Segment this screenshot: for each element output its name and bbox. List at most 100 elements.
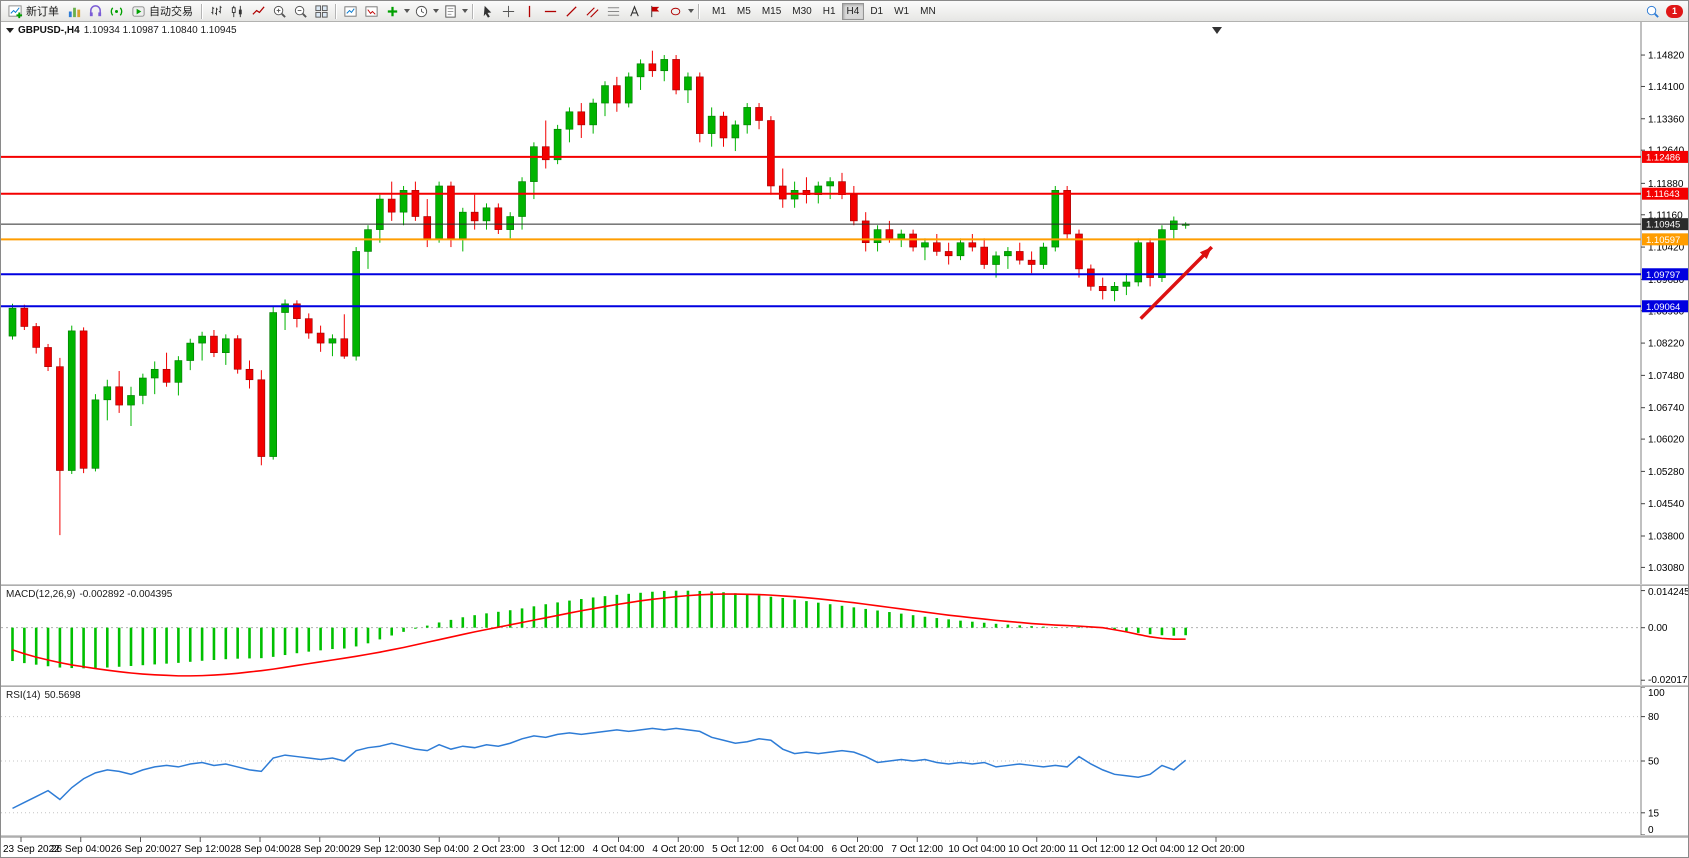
- timeframe-toolbar: M1 M5 M15 M30 H1 H4 D1 W1 MN: [707, 2, 941, 20]
- toolbar: 新订单 自动交易: [1, 1, 1688, 22]
- time-label: 7 Oct 12:00: [891, 844, 943, 855]
- templates-caret-icon[interactable]: [462, 9, 468, 13]
- candle-body: [186, 342, 195, 361]
- candle-body: [198, 335, 206, 344]
- candle-body: [1004, 251, 1012, 257]
- templates-button[interactable]: [440, 2, 460, 20]
- macd-resize-handle[interactable]: [1, 584, 1688, 586]
- bar-chart-mode-button[interactable]: [206, 2, 226, 20]
- candle-body: [494, 207, 503, 230]
- time-label: 26 Sep 20:00: [111, 844, 171, 855]
- market-watch-button[interactable]: [85, 2, 105, 20]
- charts-button[interactable]: [64, 2, 84, 20]
- shapes-caret-icon[interactable]: [688, 9, 694, 13]
- trend-arrow[interactable]: [1139, 245, 1214, 320]
- timeframe-mn[interactable]: MN: [920, 5, 936, 17]
- tile-windows-button[interactable]: [311, 2, 331, 20]
- auto-trading-button[interactable]: 自动交易: [127, 2, 197, 20]
- candle-body: [897, 233, 906, 239]
- toolbar-separator: [201, 3, 202, 19]
- candle-body: [660, 59, 669, 72]
- channel-icon: [585, 6, 599, 18]
- candle-body: [648, 63, 657, 72]
- rsi-scale-label: 0: [1648, 825, 1654, 836]
- vertical-line-tool-button[interactable]: [519, 2, 539, 20]
- time-label: 29 Sep 12:00: [350, 844, 410, 855]
- auto-arrange-button[interactable]: [340, 2, 360, 20]
- channel-tool-button[interactable]: [582, 2, 602, 20]
- label-tool-button[interactable]: [645, 2, 665, 20]
- toolbar-separator: [335, 3, 336, 19]
- timeframe-h1[interactable]: H1: [822, 5, 836, 17]
- new-order-button[interactable]: 新订单: [4, 2, 63, 20]
- search-button[interactable]: [1642, 2, 1662, 20]
- timeframe-m30[interactable]: M30: [792, 5, 812, 17]
- candle-body: [577, 111, 586, 126]
- candle-body: [411, 190, 420, 217]
- add-indicator-icon: [387, 6, 397, 16]
- zoom-out-button[interactable]: [290, 2, 310, 20]
- scale-fix-button[interactable]: [361, 2, 381, 20]
- price-tag: [1642, 268, 1688, 281]
- price-tag-label: 1.11643: [1646, 189, 1680, 200]
- price-tag-label: 1.09064: [1646, 302, 1680, 313]
- scale-label: 1.14820: [1648, 51, 1685, 62]
- fibonacci-tool-button[interactable]: [603, 2, 623, 20]
- zoom-in-button[interactable]: [269, 2, 289, 20]
- candle-body: [541, 146, 550, 161]
- horizontal-line-tool-button[interactable]: [540, 2, 560, 20]
- candle-body: [352, 251, 360, 357]
- cursor-tool-button[interactable]: [477, 2, 497, 20]
- candlestick-mode-button[interactable]: [227, 2, 247, 20]
- shapes-tool-button[interactable]: [666, 2, 686, 20]
- chart-plot-area[interactable]: [1, 21, 1641, 584]
- candle-body: [530, 146, 538, 182]
- chart-shift-marker[interactable]: [1212, 27, 1222, 34]
- candle-body: [269, 312, 278, 457]
- text-tool-button[interactable]: [624, 2, 644, 20]
- new-order-label: 新订单: [26, 6, 59, 18]
- periods-caret-icon[interactable]: [433, 9, 439, 13]
- notification-badge[interactable]: 1: [1666, 4, 1683, 18]
- candle-body: [1170, 220, 1178, 230]
- candle-body: [968, 242, 977, 248]
- auto-trading-icon: [132, 5, 145, 17]
- timeframe-h4[interactable]: H4: [841, 2, 865, 20]
- price-scale[interactable]: [1642, 21, 1688, 837]
- candle-body: [672, 59, 680, 91]
- bar-chart-icon: [210, 5, 222, 15]
- trendline-tool-button[interactable]: [561, 2, 581, 20]
- rsi-resize-handle[interactable]: [1, 685, 1688, 687]
- candle-body: [222, 338, 230, 353]
- candle-body: [458, 211, 467, 239]
- candle-body: [992, 255, 1000, 265]
- scale-label: 1.11880: [1648, 179, 1684, 190]
- candle-body: [233, 338, 242, 370]
- timeframe-m15[interactable]: M15: [761, 5, 782, 17]
- candle-body: [20, 307, 29, 327]
- candle-body: [909, 233, 917, 248]
- broadcast-button[interactable]: [106, 2, 126, 20]
- crosshair-tool-button[interactable]: [498, 2, 518, 20]
- bottom-resize-handle[interactable]: [1, 835, 1688, 837]
- line-chart-mode-button[interactable]: [248, 2, 268, 20]
- time-scale[interactable]: [1, 837, 1688, 857]
- line-chart-icon: [251, 5, 265, 15]
- rsi-pane-label: RSI(14) 50.5698: [6, 690, 81, 701]
- candle-body: [32, 326, 41, 348]
- candle-body: [921, 242, 929, 248]
- candle-body: [316, 332, 325, 344]
- candle-body: [103, 386, 112, 401]
- timeframe-m1[interactable]: M1: [712, 5, 726, 17]
- candlestick-icon: [231, 5, 242, 17]
- periods-button[interactable]: [411, 2, 431, 20]
- timeframe-w1[interactable]: W1: [894, 5, 910, 17]
- template-icon: [444, 4, 456, 18]
- timeframe-d1[interactable]: D1: [870, 5, 884, 17]
- candle-body: [399, 190, 408, 213]
- time-label: 28 Sep 04:00: [230, 844, 290, 855]
- add-indicator-caret-icon[interactable]: [404, 9, 410, 13]
- add-indicator-button[interactable]: [382, 2, 402, 20]
- timeframe-m5[interactable]: M5: [736, 5, 751, 17]
